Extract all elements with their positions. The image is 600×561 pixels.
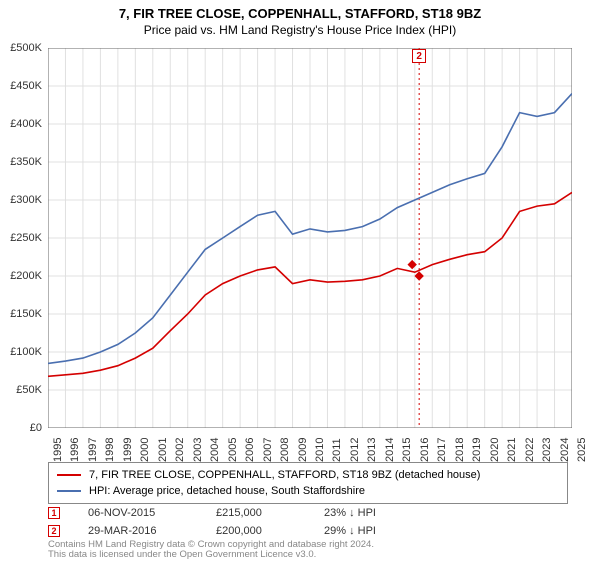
x-tick-label: 2021 [506,438,518,462]
sale-delta: 23% ↓ HPI [324,507,376,519]
x-tick-label: 1995 [52,438,64,462]
chart-title-address: 7, FIR TREE CLOSE, COPPENHALL, STAFFORD,… [0,6,600,21]
y-tick-label: £100K [2,346,42,358]
x-tick-label: 2020 [489,438,501,462]
sales-table: 1 06-NOV-2015 £215,000 23% ↓ HPI 2 29-MAR-201… [48,504,376,540]
x-tick-label: 2024 [559,438,571,462]
x-tick-label: 1997 [87,438,99,462]
legend-swatch [57,474,81,476]
copyright-notice: Contains HM Land Registry data © Crown c… [48,540,374,561]
x-tick-label: 2019 [471,438,483,462]
x-tick-label: 2002 [174,438,186,462]
sale-price: £215,000 [216,507,296,519]
x-tick-label: 2018 [454,438,466,462]
x-tick-label: 2003 [192,438,204,462]
x-tick-label: 1998 [104,438,116,462]
x-tick-label: 2007 [262,438,274,462]
x-tick-label: 2005 [227,438,239,462]
y-tick-label: £150K [2,308,42,320]
legend-label: HPI: Average price, detached house, Sout… [89,485,365,497]
x-tick-label: 1999 [122,438,134,462]
y-tick-label: £250K [2,232,42,244]
x-tick-label: 2022 [524,438,536,462]
legend-label: 7, FIR TREE CLOSE, COPPENHALL, STAFFORD,… [89,469,480,481]
sale-price: £200,000 [216,525,296,537]
sale-row: 2 29-MAR-2016 £200,000 29% ↓ HPI [48,522,376,540]
y-tick-label: £450K [2,80,42,92]
y-tick-label: £50K [2,384,42,396]
x-tick-label: 2013 [366,438,378,462]
line-chart [48,48,572,428]
legend-swatch [57,490,81,492]
y-tick-label: £300K [2,194,42,206]
legend-row: 7, FIR TREE CLOSE, COPPENHALL, STAFFORD,… [57,467,559,483]
chart-subtitle: Price paid vs. HM Land Registry's House … [0,23,600,37]
x-tick-label: 2001 [157,438,169,462]
sale-date: 29-MAR-2016 [88,525,188,537]
y-tick-label: £0 [2,422,42,434]
x-tick-label: 2012 [349,438,361,462]
x-tick-label: 2004 [209,438,221,462]
sale-marker-icon: 2 [48,525,60,537]
x-tick-label: 2010 [314,438,326,462]
x-tick-label: 2006 [244,438,256,462]
sale-row: 1 06-NOV-2015 £215,000 23% ↓ HPI [48,504,376,522]
y-tick-label: £400K [2,118,42,130]
y-tick-label: £350K [2,156,42,168]
x-tick-label: 2017 [436,438,448,462]
x-tick-label: 2008 [279,438,291,462]
sale-delta: 29% ↓ HPI [324,525,376,537]
legend: 7, FIR TREE CLOSE, COPPENHALL, STAFFORD,… [48,462,568,504]
x-tick-label: 2025 [576,438,588,462]
x-tick-label: 1996 [69,438,81,462]
y-tick-label: £500K [2,42,42,54]
callout-marker: 2 [412,49,426,63]
x-tick-label: 2015 [401,438,413,462]
legend-row: HPI: Average price, detached house, Sout… [57,483,559,499]
chart-area: £0£50K£100K£150K£200K£250K£300K£350K£400… [48,48,572,428]
x-tick-label: 2014 [384,438,396,462]
x-tick-label: 2009 [297,438,309,462]
x-tick-label: 2023 [541,438,553,462]
y-tick-label: £200K [2,270,42,282]
x-tick-label: 2011 [331,438,343,462]
sale-marker-icon: 1 [48,507,60,519]
x-tick-label: 2000 [139,438,151,462]
sale-date: 06-NOV-2015 [88,507,188,519]
x-tick-label: 2016 [419,438,431,462]
